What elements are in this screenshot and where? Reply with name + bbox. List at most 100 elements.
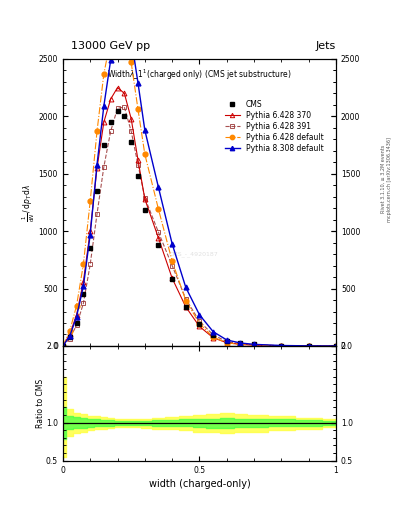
- Text: CMS_-_4920187: CMS_-_4920187: [169, 251, 219, 257]
- CMS: [307, 343, 311, 349]
- Pythia 8.308 default: [307, 343, 311, 349]
- Pythia 8.308 default: [108, 57, 113, 63]
- X-axis label: width (charged-only): width (charged-only): [149, 479, 250, 489]
- Pythia 8.308 default: [252, 342, 256, 348]
- Pythia 8.308 default: [122, 17, 127, 23]
- Pythia 8.308 default: [61, 343, 65, 349]
- Pythia 6.428 default: [211, 334, 215, 340]
- Pythia 6.428 default: [184, 297, 188, 304]
- Text: 13000 GeV pp: 13000 GeV pp: [71, 41, 150, 51]
- Pythia 6.428 default: [122, 29, 127, 35]
- CMS: [122, 113, 127, 119]
- Pythia 8.308 default: [136, 80, 140, 86]
- Pythia 6.428 370: [197, 324, 202, 330]
- Pythia 6.428 default: [81, 261, 86, 267]
- Pythia 6.428 370: [108, 96, 113, 102]
- Pythia 6.428 370: [74, 312, 79, 318]
- Line: Pythia 8.308 default: Pythia 8.308 default: [61, 17, 338, 348]
- Pythia 6.428 391: [307, 343, 311, 349]
- Pythia 6.428 391: [143, 195, 147, 201]
- CMS: [101, 142, 106, 148]
- Pythia 6.428 default: [224, 339, 229, 346]
- Pythia 6.428 default: [129, 59, 134, 66]
- Pythia 6.428 370: [334, 343, 338, 349]
- Pythia 8.308 default: [156, 184, 161, 190]
- Pythia 6.428 391: [136, 161, 140, 167]
- Text: Rivet 3.1.10, ≥ 3.2M events: Rivet 3.1.10, ≥ 3.2M events: [381, 145, 386, 214]
- Y-axis label: Ratio to CMS: Ratio to CMS: [35, 379, 44, 428]
- Line: CMS: CMS: [61, 109, 338, 348]
- Pythia 6.428 default: [101, 71, 106, 77]
- Pythia 6.428 370: [122, 90, 127, 96]
- Pythia 6.428 default: [61, 343, 65, 349]
- Pythia 6.428 391: [279, 343, 284, 349]
- Pythia 8.308 default: [81, 283, 86, 289]
- Pythia 6.428 370: [224, 339, 229, 346]
- Pythia 8.308 default: [170, 241, 174, 247]
- Pythia 8.308 default: [143, 127, 147, 133]
- Pythia 6.428 default: [136, 106, 140, 113]
- CMS: [143, 207, 147, 214]
- Pythia 6.428 391: [108, 128, 113, 134]
- Pythia 8.308 default: [101, 103, 106, 109]
- Pythia 8.308 default: [224, 337, 229, 343]
- Pythia 6.428 370: [129, 116, 134, 122]
- Pythia 6.428 391: [122, 104, 127, 110]
- Text: Jets: Jets: [316, 41, 336, 51]
- CMS: [61, 343, 65, 349]
- Pythia 8.308 default: [129, 35, 134, 41]
- Pythia 6.428 default: [238, 342, 243, 348]
- Pythia 8.308 default: [197, 312, 202, 318]
- Pythia 6.428 391: [95, 211, 99, 217]
- Pythia 6.428 370: [307, 343, 311, 349]
- Pythia 6.428 391: [211, 332, 215, 338]
- Text: mcplots.cern.ch [arXiv:1306.3436]: mcplots.cern.ch [arXiv:1306.3436]: [387, 137, 391, 222]
- Pythia 6.428 370: [184, 304, 188, 310]
- Pythia 6.428 default: [279, 343, 284, 349]
- Pythia 6.428 default: [74, 303, 79, 309]
- CMS: [184, 304, 188, 310]
- CMS: [170, 276, 174, 283]
- Pythia 6.428 391: [197, 318, 202, 324]
- Pythia 6.428 391: [129, 128, 134, 134]
- Pythia 6.428 370: [252, 342, 256, 348]
- Pythia 8.308 default: [88, 231, 93, 238]
- CMS: [197, 321, 202, 327]
- Pythia 6.428 370: [156, 235, 161, 241]
- Pythia 6.428 370: [238, 342, 243, 348]
- Text: Width$\lambda\_1^1$(charged only) (CMS jet substructure): Width$\lambda\_1^1$(charged only) (CMS j…: [107, 68, 292, 82]
- CMS: [156, 242, 161, 248]
- Pythia 6.428 370: [101, 119, 106, 125]
- Pythia 6.428 default: [108, 36, 113, 42]
- Pythia 6.428 391: [252, 342, 256, 348]
- Pythia 6.428 370: [88, 228, 93, 234]
- Pythia 6.428 391: [101, 164, 106, 170]
- Pythia 6.428 391: [74, 322, 79, 328]
- Line: Pythia 6.428 default: Pythia 6.428 default: [61, 24, 338, 348]
- Pythia 6.428 370: [115, 84, 120, 91]
- CMS: [88, 245, 93, 251]
- Pythia 6.428 default: [307, 343, 311, 349]
- Pythia 6.428 default: [156, 206, 161, 212]
- Pythia 8.308 default: [115, 23, 120, 29]
- Pythia 6.428 370: [61, 343, 65, 349]
- Pythia 8.308 default: [67, 333, 72, 339]
- Pythia 6.428 391: [184, 296, 188, 302]
- Pythia 6.428 391: [81, 301, 86, 307]
- CMS: [67, 334, 72, 340]
- CMS: [279, 343, 284, 349]
- Line: Pythia 6.428 370: Pythia 6.428 370: [61, 85, 338, 348]
- Pythia 6.428 default: [197, 321, 202, 327]
- Pythia 6.428 default: [170, 258, 174, 264]
- Pythia 6.428 default: [67, 328, 72, 334]
- Pythia 6.428 391: [115, 105, 120, 111]
- Pythia 6.428 370: [279, 343, 284, 349]
- Pythia 6.428 391: [156, 229, 161, 236]
- Pythia 6.428 391: [88, 261, 93, 267]
- CMS: [211, 332, 215, 338]
- Pythia 6.428 default: [95, 128, 99, 134]
- Legend: CMS, Pythia 6.428 370, Pythia 6.428 391, Pythia 6.428 default, Pythia 8.308 defa: CMS, Pythia 6.428 370, Pythia 6.428 391,…: [222, 97, 327, 156]
- CMS: [115, 108, 120, 114]
- Pythia 6.428 391: [170, 263, 174, 269]
- Pythia 6.428 370: [67, 331, 72, 337]
